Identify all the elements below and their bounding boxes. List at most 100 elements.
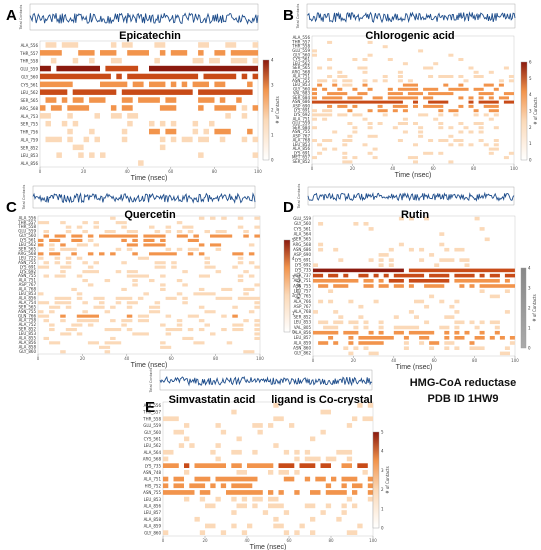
contact-cell [176, 323, 183, 327]
residue-label: GLY_862 [294, 351, 311, 356]
contact-cell [428, 139, 434, 142]
residue-label: LYS_735 [295, 268, 312, 273]
colorbar-tick-label: 2 [529, 125, 532, 130]
contact-cell [367, 490, 374, 495]
contact-cell [71, 238, 83, 242]
contact-cell [72, 120, 79, 127]
contact-cell [115, 221, 127, 225]
contact-cell [393, 315, 399, 319]
contact-cell [61, 42, 79, 48]
contact-cell [458, 75, 464, 78]
contact-cell [378, 325, 384, 330]
info-line-2: PDB ID 1HW9 [428, 393, 499, 405]
contact-cell [378, 284, 389, 288]
contact-cell [504, 273, 515, 278]
contact-cell [121, 238, 127, 242]
contact-cell [67, 136, 73, 143]
contact-cell [448, 109, 459, 113]
x-tick-label: 60 [286, 538, 292, 543]
contact-cell [121, 136, 128, 143]
contact-cell [388, 247, 394, 252]
contact-cell [89, 97, 106, 103]
x-tick-label: 100 [369, 538, 377, 543]
contact-cell [40, 89, 68, 95]
contact-cell [352, 483, 363, 489]
contact-cell [105, 65, 139, 72]
contact-cell [241, 136, 248, 143]
contact-cell [438, 109, 444, 113]
contact-cell [225, 113, 231, 119]
residue-label: GLY_560 [293, 52, 310, 57]
contact-cell [67, 113, 73, 119]
residue-label: LEU_722 [19, 255, 37, 260]
contact-cell [87, 341, 99, 345]
contact-cell [468, 143, 474, 147]
contact-cell [176, 292, 183, 296]
residue-label: GLY_860 [144, 530, 161, 535]
residue-label: ASP_767 [294, 304, 312, 309]
residue-label: SER_852 [294, 314, 312, 319]
residue-label: GLN_766 [18, 313, 36, 318]
contact-cell [126, 247, 133, 251]
contact-cell [184, 436, 190, 442]
contact-cell [89, 57, 95, 64]
contact-cell [40, 50, 62, 56]
contact-cell [232, 305, 238, 309]
contact-cell [328, 273, 339, 278]
x-axis-label: Time (nsec) [250, 544, 287, 550]
contact-cell [341, 483, 347, 489]
contact-cell [54, 296, 72, 300]
contact-cell [373, 299, 379, 304]
contact-cell [312, 139, 317, 142]
contact-cell [294, 490, 300, 495]
contact-cell [428, 100, 449, 104]
contact-cell [132, 252, 138, 256]
contact-cell [424, 320, 430, 325]
contact-cell [78, 50, 95, 56]
contact-cell [363, 284, 374, 288]
contact-cell [268, 503, 284, 509]
colorbar-tick-label: 2 [381, 487, 384, 492]
contact-cell [363, 325, 369, 330]
contact-cell [121, 89, 193, 95]
contact-cell [76, 319, 99, 323]
contact-cell [312, 92, 317, 96]
contact-cell [209, 57, 220, 64]
contact-cell [419, 258, 425, 262]
contact-cell [50, 57, 57, 64]
contact-cell [498, 79, 504, 83]
residue-label: ALA_751 [19, 278, 37, 283]
contact-cell [503, 100, 514, 104]
contact-cell [110, 105, 117, 111]
contact-cell [243, 270, 249, 274]
contact-cell [127, 73, 199, 80]
contact-cell [352, 87, 358, 91]
contact-cell [187, 328, 194, 332]
contact-cell [458, 122, 464, 125]
contact-cell [488, 147, 499, 151]
contact-cell [204, 265, 216, 269]
contact-cell [449, 304, 455, 309]
contact-cell [198, 305, 205, 309]
contact-cell [408, 310, 414, 314]
contact-cell [71, 234, 83, 238]
residue-label: ALA_737 [294, 273, 312, 278]
contact-cell [341, 476, 358, 482]
contact-cell [252, 136, 259, 143]
contact-cell [273, 416, 284, 422]
contact-cell [38, 292, 44, 296]
contact-cell [78, 152, 84, 158]
residue-label: ALA_766 [294, 299, 312, 304]
residue-label: ASN_755 [18, 273, 36, 278]
contact-cell [439, 232, 445, 236]
contact-cell [353, 346, 359, 350]
contact-cell [192, 128, 199, 135]
contact-cell [325, 456, 337, 462]
contact-cell [237, 225, 244, 229]
contact-cell [402, 109, 408, 113]
contact-cell [254, 234, 260, 238]
contact-cell [397, 75, 403, 78]
contact-cell [458, 96, 464, 100]
contact-cell [252, 105, 259, 111]
contact-cell [368, 227, 374, 231]
